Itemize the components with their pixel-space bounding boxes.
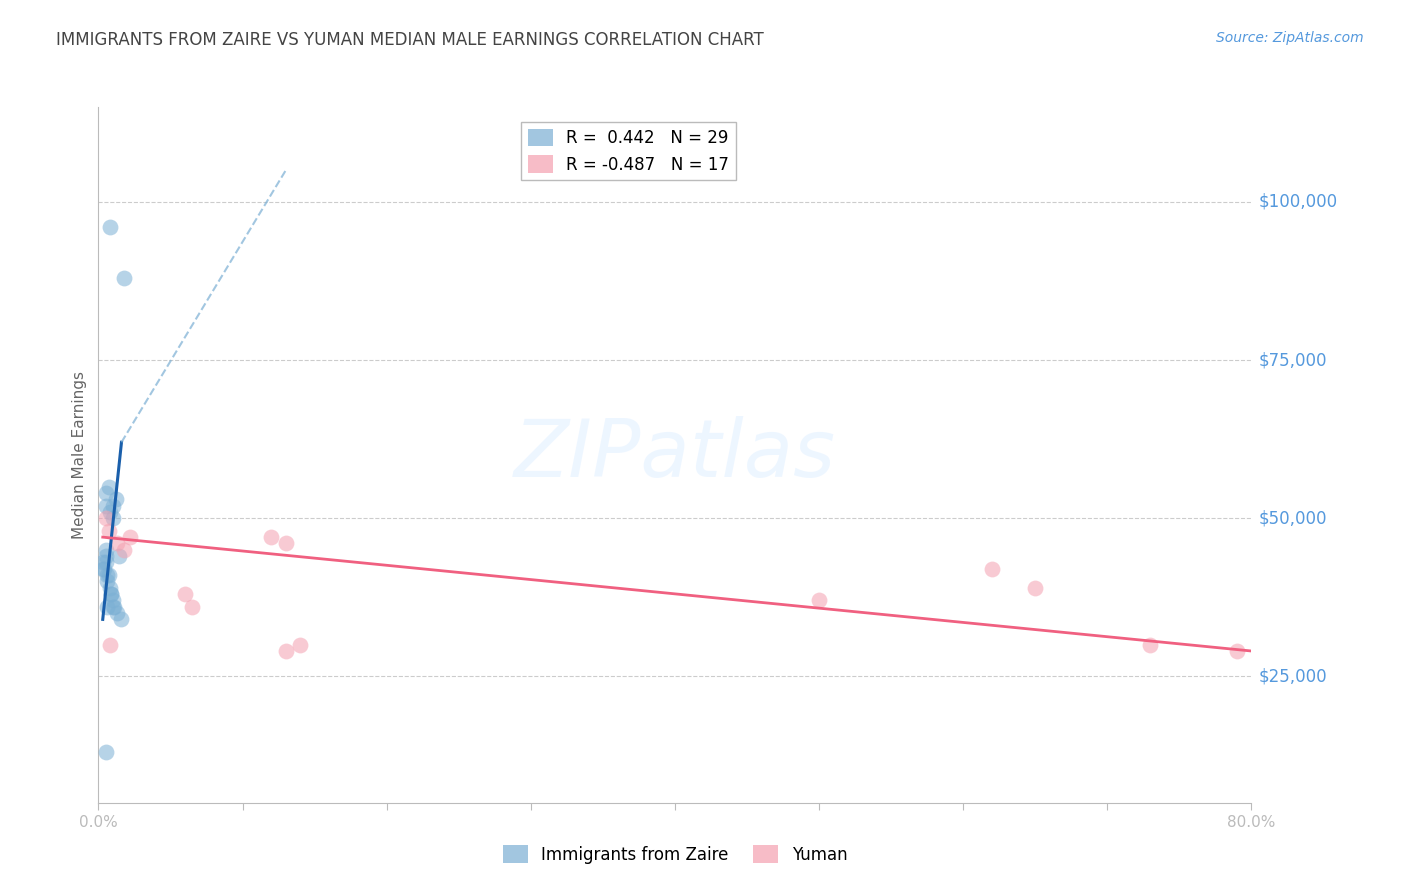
Point — [1226, 644, 1249, 658]
Point — [181, 599, 204, 614]
Point — [107, 549, 129, 563]
Point — [98, 220, 121, 235]
Point — [100, 587, 122, 601]
Point — [94, 542, 117, 557]
Point — [112, 270, 135, 285]
Point — [96, 568, 118, 582]
Point — [807, 593, 830, 607]
Text: $25,000: $25,000 — [1258, 667, 1327, 685]
Point — [96, 574, 118, 589]
Point — [93, 562, 115, 576]
Legend: R =  0.442   N = 29, R = -0.487   N = 17: R = 0.442 N = 29, R = -0.487 N = 17 — [522, 122, 735, 180]
Point — [97, 524, 120, 538]
Point — [105, 606, 128, 620]
Point — [94, 556, 117, 570]
Point — [98, 505, 121, 519]
Point — [94, 549, 117, 563]
Y-axis label: Median Male Earnings: Median Male Earnings — [72, 371, 87, 539]
Point — [94, 511, 117, 525]
Point — [100, 587, 122, 601]
Point — [97, 479, 120, 493]
Text: ZIPatlas: ZIPatlas — [513, 416, 837, 494]
Point — [274, 644, 297, 658]
Point — [94, 745, 117, 759]
Text: $75,000: $75,000 — [1258, 351, 1327, 369]
Text: $100,000: $100,000 — [1258, 193, 1337, 211]
Point — [101, 499, 124, 513]
Point — [1139, 638, 1161, 652]
Point — [94, 499, 117, 513]
Point — [290, 638, 312, 652]
Point — [98, 638, 121, 652]
Point — [274, 536, 297, 550]
Text: IMMIGRANTS FROM ZAIRE VS YUMAN MEDIAN MALE EARNINGS CORRELATION CHART: IMMIGRANTS FROM ZAIRE VS YUMAN MEDIAN MA… — [56, 31, 763, 49]
Point — [104, 492, 127, 507]
Point — [110, 612, 132, 626]
Point — [120, 530, 142, 544]
Text: $50,000: $50,000 — [1258, 509, 1327, 527]
Point — [981, 562, 1004, 576]
Point — [91, 556, 114, 570]
Text: Source: ZipAtlas.com: Source: ZipAtlas.com — [1216, 31, 1364, 45]
Point — [1024, 581, 1046, 595]
Point — [96, 599, 118, 614]
Point — [97, 568, 120, 582]
Point — [174, 587, 197, 601]
Point — [112, 542, 135, 557]
Point — [101, 599, 124, 614]
Point — [98, 581, 121, 595]
Point — [94, 486, 117, 500]
Point — [101, 593, 124, 607]
Point — [105, 536, 128, 550]
Point — [103, 599, 125, 614]
Point — [101, 511, 124, 525]
Legend: Immigrants from Zaire, Yuman: Immigrants from Zaire, Yuman — [496, 838, 853, 871]
Point — [91, 562, 114, 576]
Point — [260, 530, 283, 544]
